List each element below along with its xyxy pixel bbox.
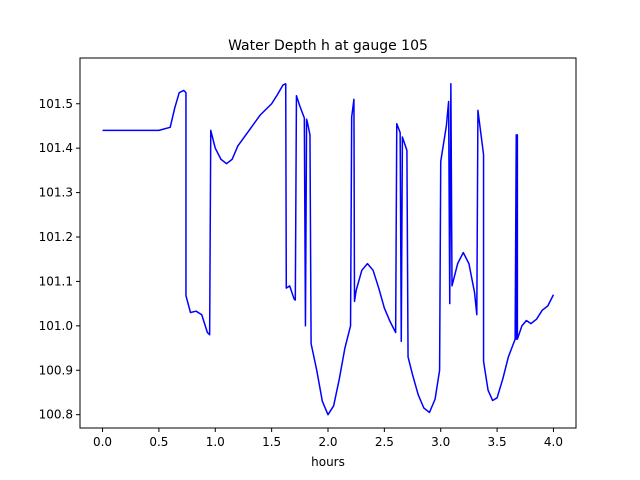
x-axis: 0.0 0.5 1.0 1.5 2.0 2.5 3.0 3.5 4.0	[93, 428, 563, 449]
x-axis-label: hours	[311, 455, 345, 469]
y-tick-label: 100.8	[39, 408, 73, 422]
plot-frame	[79, 57, 577, 429]
y-tick-label: 101.2	[39, 230, 73, 244]
x-tick-label: 3.0	[431, 435, 450, 449]
y-axis: 100.8 100.9 101.0 101.1 101.2 101.3 101.4 101.5	[39, 97, 80, 422]
x-tick-label: 1.0	[206, 435, 225, 449]
y-tick-label: 101.3	[39, 186, 73, 200]
chart-title: Water Depth h at gauge 105	[228, 38, 428, 54]
x-tick-label: 4.0	[544, 435, 563, 449]
series-line-0	[102, 83, 555, 416]
x-tick-label: 2.5	[375, 435, 394, 449]
x-tick-label: 1.5	[262, 435, 281, 449]
x-tick-label: 3.5	[488, 435, 507, 449]
x-tick-label: 2.0	[318, 435, 337, 449]
x-tick-label: 0.0	[93, 435, 112, 449]
y-tick-label: 101.0	[39, 319, 73, 333]
y-tick-label: 100.9	[39, 363, 73, 377]
y-tick-label: 101.1	[39, 274, 73, 288]
y-tick-label: 101.4	[39, 141, 73, 155]
x-tick-label: 0.5	[149, 435, 168, 449]
plot-area	[102, 83, 555, 416]
y-tick-label: 101.5	[39, 97, 73, 111]
